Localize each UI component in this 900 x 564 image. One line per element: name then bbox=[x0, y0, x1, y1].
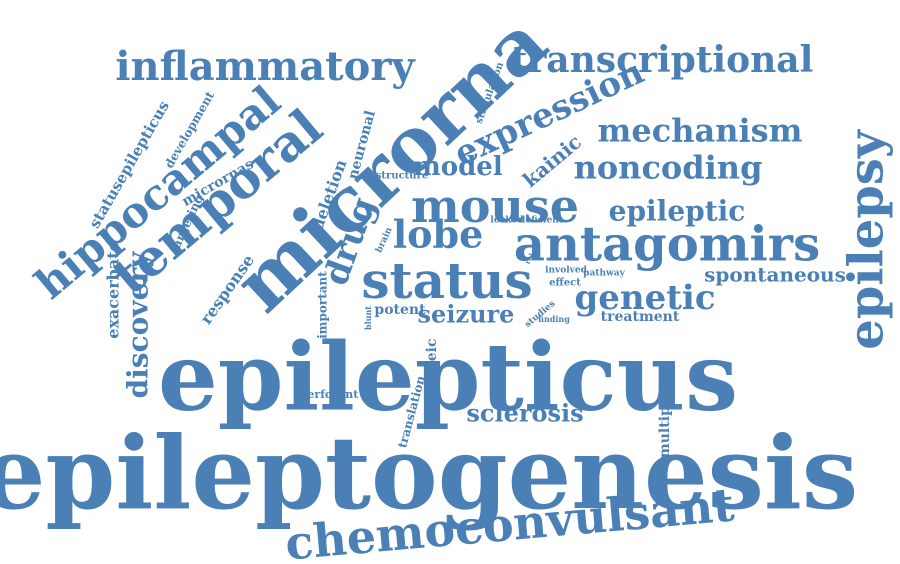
word-transcriptional: transcriptional bbox=[511, 39, 814, 81]
word-involved: involved bbox=[545, 266, 588, 276]
word-epilepsy: epilepsy bbox=[839, 128, 895, 350]
word-treatment: treatment bbox=[601, 309, 680, 325]
word-seizure: seizure bbox=[418, 300, 515, 329]
word-effect: effect bbox=[549, 278, 581, 289]
word-lobe: lobe bbox=[393, 212, 484, 257]
word-inflammatory: inflammatory bbox=[115, 43, 416, 90]
word-noncoding: noncoding bbox=[574, 149, 763, 187]
word-epileptic: epileptic bbox=[609, 195, 746, 228]
word-spontaneous: spontaneous bbox=[704, 263, 846, 287]
word-sclerosis: sclerosis bbox=[466, 399, 583, 428]
word-finding: finding bbox=[538, 314, 570, 324]
word-potent: potent bbox=[374, 302, 426, 318]
word-structure: structure bbox=[376, 171, 428, 182]
word-deficient: deficient bbox=[519, 216, 564, 226]
word-nucleic: nucleic bbox=[424, 339, 440, 396]
word-important: important bbox=[316, 271, 330, 339]
word-mechanism: mechanism bbox=[598, 112, 803, 150]
word-blunt: blunt bbox=[363, 306, 373, 330]
word-discovery: discovery bbox=[122, 251, 155, 399]
word-exacerbate: exacerbate bbox=[104, 241, 123, 339]
word-pathway: pathway bbox=[583, 269, 625, 279]
word-multiple: multiple bbox=[657, 392, 673, 458]
word-epilepticus: epilepticus bbox=[158, 322, 738, 432]
word-perforant: perforant bbox=[300, 388, 359, 401]
